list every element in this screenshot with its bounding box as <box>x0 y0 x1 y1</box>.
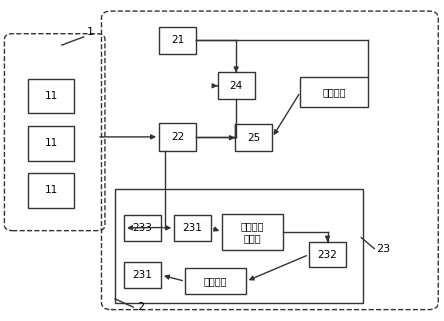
Text: 故障定位: 故障定位 <box>204 276 227 286</box>
FancyBboxPatch shape <box>28 79 74 113</box>
Text: 22: 22 <box>171 132 184 142</box>
Text: 233: 233 <box>133 223 153 233</box>
Text: 2: 2 <box>137 302 144 312</box>
Text: 24: 24 <box>230 81 243 91</box>
FancyBboxPatch shape <box>185 268 246 294</box>
FancyBboxPatch shape <box>28 126 74 160</box>
Text: 23: 23 <box>377 244 391 254</box>
FancyBboxPatch shape <box>174 215 211 241</box>
Text: 231: 231 <box>133 270 153 280</box>
Text: 发现异常: 发现异常 <box>322 87 346 97</box>
FancyBboxPatch shape <box>159 27 196 54</box>
FancyBboxPatch shape <box>309 242 346 267</box>
FancyBboxPatch shape <box>300 77 368 107</box>
FancyBboxPatch shape <box>218 73 254 99</box>
FancyBboxPatch shape <box>222 214 283 250</box>
FancyBboxPatch shape <box>159 123 196 151</box>
Text: 11: 11 <box>44 186 58 195</box>
FancyBboxPatch shape <box>28 173 74 208</box>
Text: 231: 231 <box>182 223 202 233</box>
Text: 25: 25 <box>247 133 260 143</box>
FancyBboxPatch shape <box>124 262 161 288</box>
Text: 11: 11 <box>44 138 58 148</box>
Text: 232: 232 <box>317 249 337 260</box>
Text: 1: 1 <box>87 27 94 37</box>
FancyBboxPatch shape <box>124 215 161 241</box>
Text: 11: 11 <box>44 91 58 101</box>
Text: 21: 21 <box>171 35 184 45</box>
FancyBboxPatch shape <box>235 124 272 151</box>
Text: 有限元计
算分析: 有限元计 算分析 <box>241 221 264 243</box>
